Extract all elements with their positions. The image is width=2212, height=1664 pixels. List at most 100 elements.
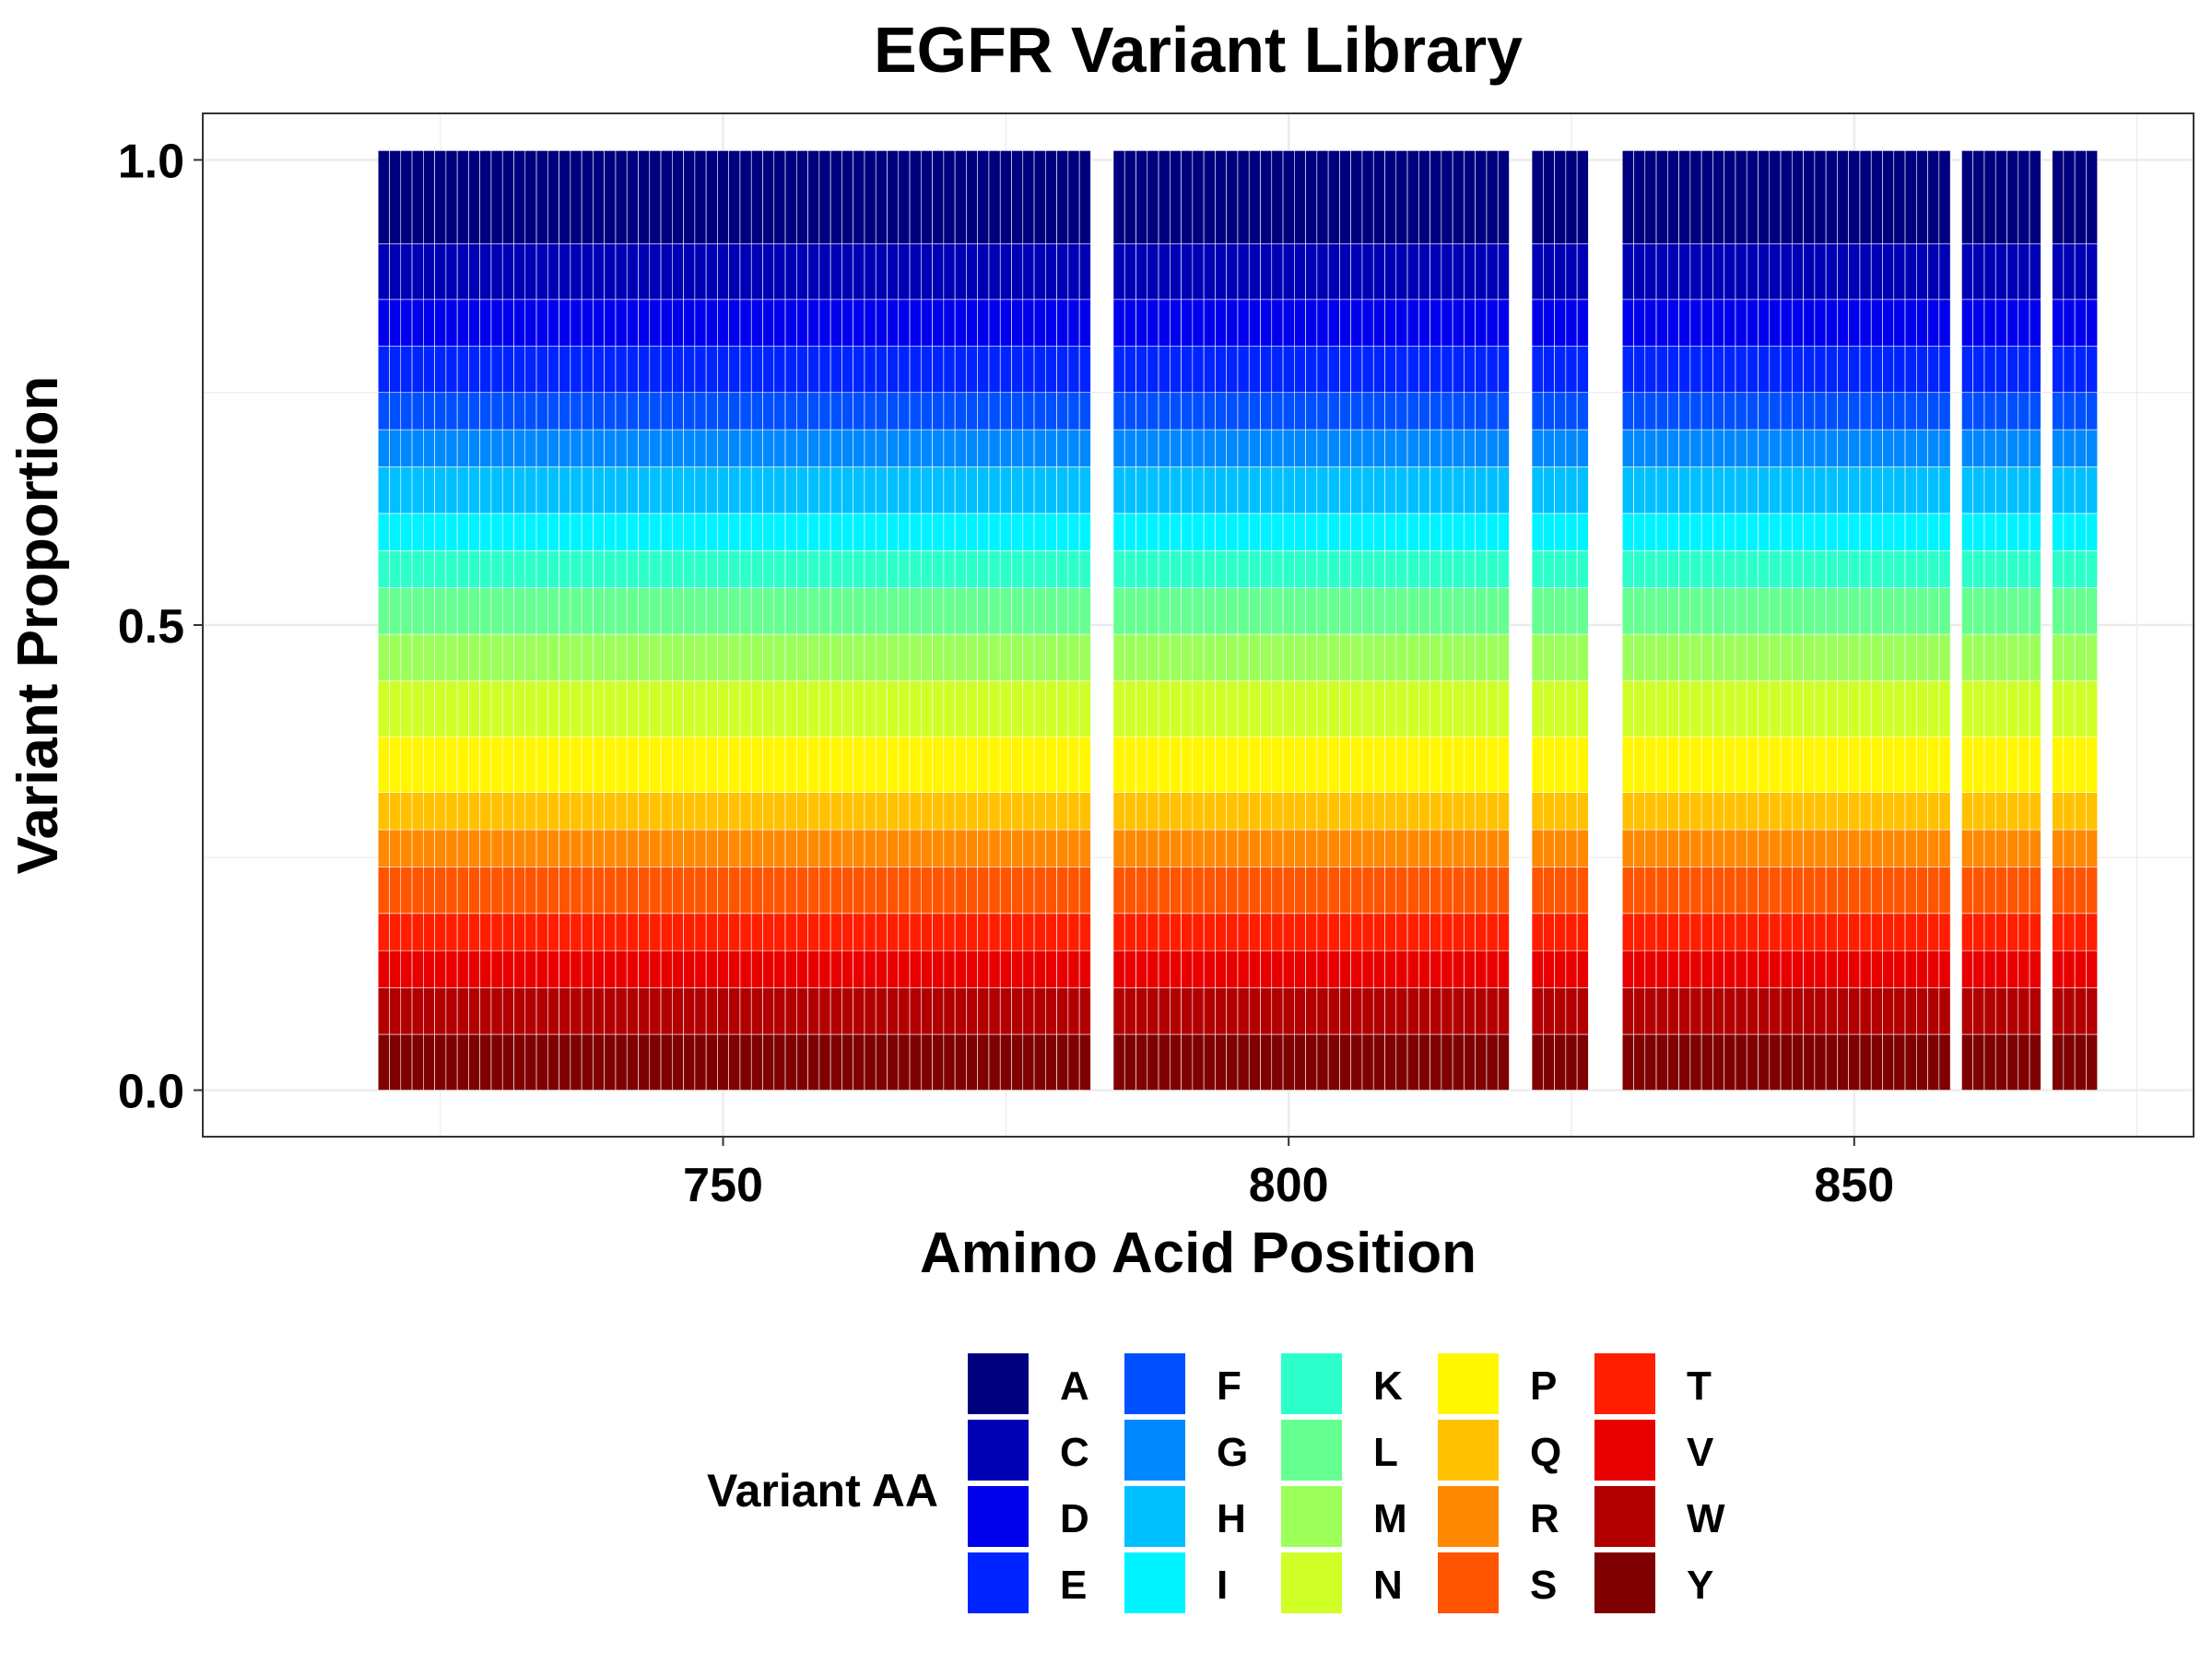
bar-segment-C (1135, 242, 1148, 301)
bar-segment-F (1780, 392, 1793, 431)
bar-segment-H (559, 466, 571, 514)
bar-segment-E (377, 345, 390, 394)
bar-segment-Y (909, 1033, 922, 1091)
bar-segment-E (1078, 345, 1091, 394)
bar-segment-Y (762, 1033, 775, 1091)
bar-segment-N (1237, 680, 1250, 738)
bar-segment-V (1158, 950, 1171, 988)
bar-segment-I (535, 513, 548, 551)
bar-segment-P (694, 736, 707, 793)
bar-segment-I (1327, 513, 1340, 551)
bar-segment-H (932, 466, 945, 514)
bar-segment-S (1475, 867, 1488, 915)
bar-segment-N (1418, 680, 1430, 738)
bar-segment-H (2074, 466, 2087, 514)
bar-segment-A (1045, 150, 1057, 244)
bar-segment-R (1237, 829, 1250, 867)
bar-position-812 (1418, 150, 1430, 1091)
bar-segment-W (1893, 987, 1906, 1035)
bar-segment-Y (1746, 1033, 1759, 1091)
bar-segment-S (705, 867, 718, 915)
bar-segment-G (784, 429, 797, 467)
bar-segment-V (1655, 950, 1668, 988)
bar-segment-H (1803, 466, 1816, 514)
bar-segment-L (1067, 587, 1080, 635)
bar-segment-K (796, 549, 808, 588)
bar-segment-A (909, 150, 922, 244)
bar-segment-W (547, 987, 559, 1035)
bar-segment-L (626, 587, 639, 635)
bar-segment-E (1316, 345, 1329, 394)
bar-segment-N (1961, 680, 1973, 738)
bar-segment-K (1124, 549, 1136, 588)
bar-segment-L (1848, 587, 1861, 635)
bar-segment-E (1882, 345, 1895, 394)
bar-segment-D (1893, 299, 1906, 347)
bar-segment-Y (524, 1033, 537, 1091)
bar-segment-R (977, 829, 990, 867)
bar-segment-A (389, 150, 402, 244)
bar-segment-H (784, 466, 797, 514)
bar-segment-A (1056, 150, 1069, 244)
bar-segment-C (898, 242, 911, 301)
bar-segment-T (1938, 913, 1951, 951)
bar-position-841 (1746, 150, 1759, 1091)
bar-segment-M (717, 633, 729, 681)
bar-segment-T (1633, 913, 1646, 951)
bar-segment-T (559, 913, 571, 951)
bar-segment-M (570, 633, 582, 681)
bar-segment-L (672, 587, 684, 635)
bar-position-840 (1735, 150, 1747, 1091)
bar-segment-Y (1565, 1033, 1578, 1091)
bar-segment-P (1633, 736, 1646, 793)
bar-segment-I (1972, 513, 1985, 551)
bar-segment-Y (672, 1033, 684, 1091)
bar-segment-P (547, 736, 559, 793)
bar-segment-I (389, 513, 402, 551)
bar-segment-W (1803, 987, 1816, 1035)
bar-segment-N (943, 680, 956, 738)
bar-segment-K (1994, 549, 2007, 588)
bar-segment-C (1361, 242, 1374, 301)
bar-segment-P (570, 736, 582, 793)
bar-segment-I (1430, 513, 1442, 551)
bar-segment-N (853, 680, 865, 738)
bar-segment-N (1972, 680, 1985, 738)
legend-key-A (968, 1353, 1029, 1414)
bar-segment-W (1870, 987, 1883, 1035)
bar-segment-G (456, 429, 469, 467)
bar-segment-H (1260, 466, 1273, 514)
bar-segment-Q (875, 792, 888, 831)
bar-segment-D (1904, 299, 1917, 347)
bar-segment-A (547, 150, 559, 244)
bar-segment-C (1271, 242, 1284, 301)
bar-segment-I (1305, 513, 1318, 551)
bar-segment-T (490, 913, 503, 951)
bar-segment-A (660, 150, 673, 244)
bar-segment-L (490, 587, 503, 635)
bar-segment-K (559, 549, 571, 588)
bar-segment-T (2074, 913, 2087, 951)
bar-segment-E (2029, 345, 2041, 394)
bar-position-741 (615, 150, 628, 1091)
bar-segment-H (1859, 466, 1872, 514)
bar-segment-S (1011, 867, 1024, 915)
bar-segment-C (1803, 242, 1816, 301)
bar-segment-Y (559, 1033, 571, 1091)
bar-segment-Y (943, 1033, 956, 1091)
bar-segment-P (1724, 736, 1736, 793)
bar-segment-Q (1531, 792, 1544, 831)
bar-segment-L (1045, 587, 1057, 635)
bar-segment-A (1271, 150, 1284, 244)
bar-segment-H (898, 466, 911, 514)
bar-segment-W (638, 987, 651, 1035)
bar-segment-D (1350, 299, 1363, 347)
bar-segment-T (1678, 913, 1691, 951)
bar-segment-I (1203, 513, 1216, 551)
bar-segment-N (2006, 680, 2019, 738)
bar-segment-N (762, 680, 775, 738)
bar-segment-F (1237, 392, 1250, 431)
bar-segment-S (683, 867, 696, 915)
x-tick-label: 850 (1814, 1159, 1894, 1212)
bar-segment-N (581, 680, 594, 738)
